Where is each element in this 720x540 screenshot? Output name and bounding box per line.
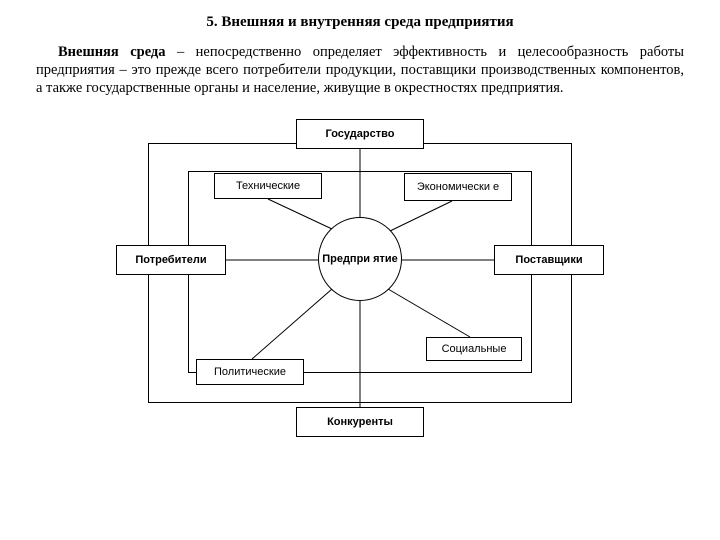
intro-paragraph: Внешняя среда – непосредственно определя… xyxy=(36,43,684,97)
box-suppliers: Поставщики xyxy=(494,245,604,275)
box-technical: Технические xyxy=(214,173,322,199)
box-state: Государство xyxy=(296,119,424,149)
box-competitors: Конкуренты xyxy=(296,407,424,437)
box-political: Политические xyxy=(196,359,304,385)
box-consumers: Потребители xyxy=(116,245,226,275)
paragraph-lead: Внешняя среда xyxy=(58,44,166,60)
center-enterprise: Предпри ятие xyxy=(318,217,402,301)
box-social: Социальные xyxy=(426,337,522,361)
page-title: 5. Внешняя и внутренняя среда предприяти… xyxy=(36,14,684,31)
box-economic: Экономически е xyxy=(404,173,512,201)
environment-diagram: Государство Потребители Поставщики Конку… xyxy=(100,111,620,451)
